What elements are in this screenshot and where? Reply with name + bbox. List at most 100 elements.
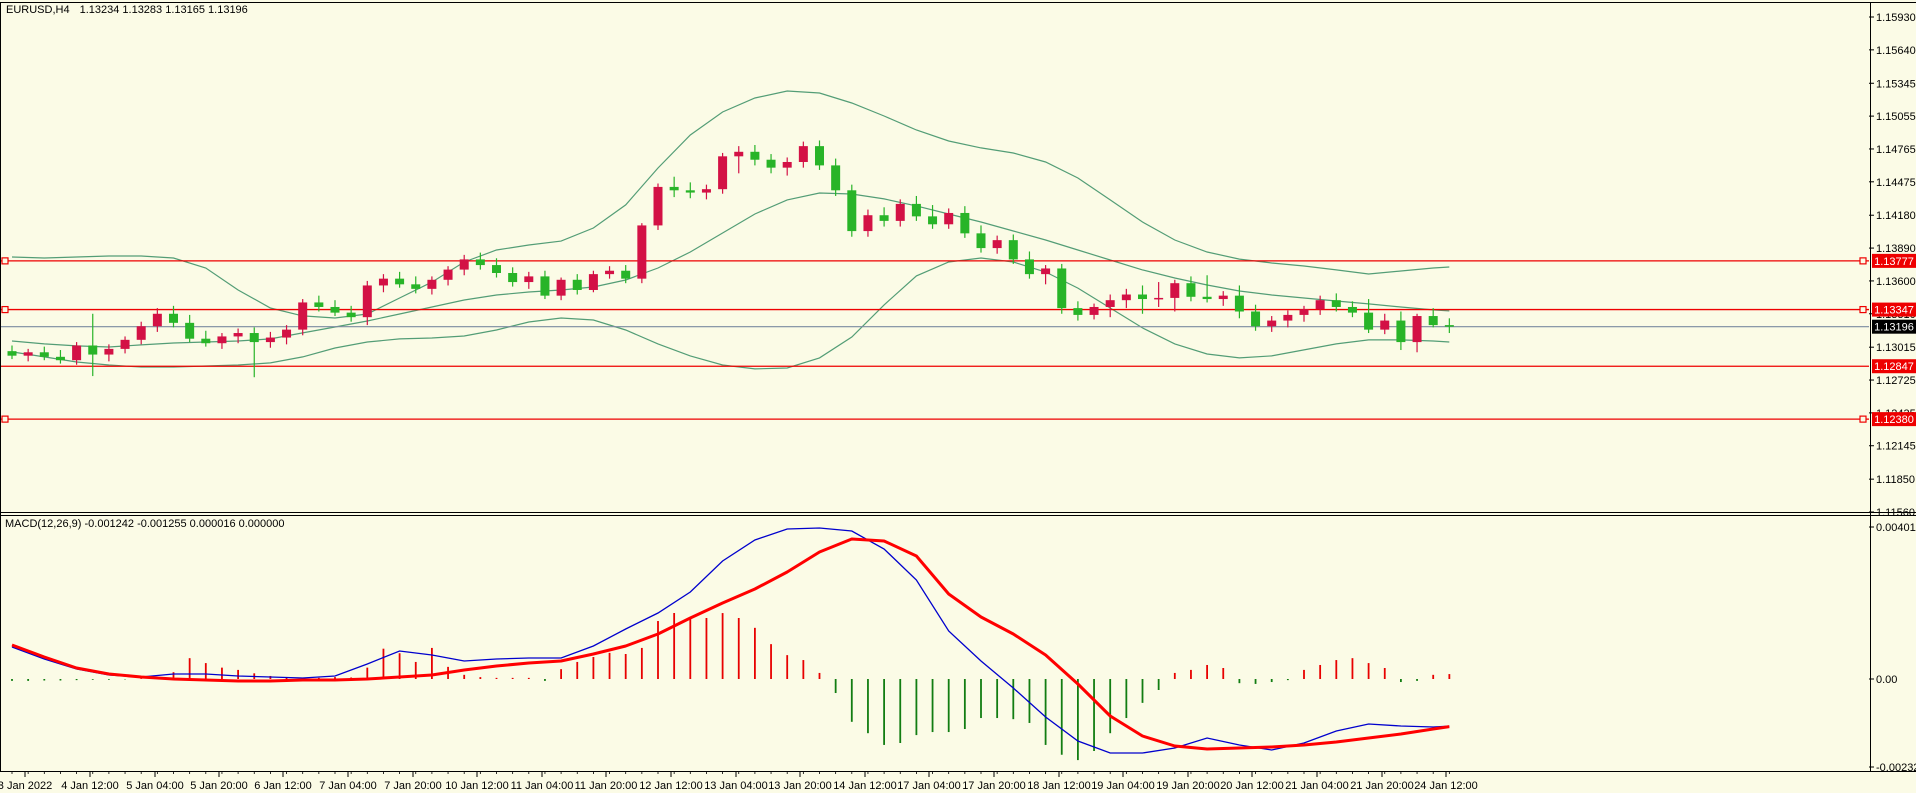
- time-tick-label: 17 Jan 20:00: [962, 780, 1026, 792]
- bollinger-upper-band: [11, 90, 1450, 319]
- time-tick-label: 21 Jan 20:00: [1350, 780, 1414, 792]
- macd-axis[interactable]: 0.004011 0.00 -0.002322: [1869, 522, 1916, 774]
- candle-body: [282, 329, 292, 338]
- time-tick-label: 4 Jan 12:00: [61, 780, 119, 792]
- time-tick-label: 18 Jan 12:00: [1027, 780, 1091, 792]
- candle-body: [572, 279, 582, 290]
- candle-body: [395, 278, 405, 285]
- time-tick-label: 19 Jan 20:00: [1156, 780, 1220, 792]
- candle-body: [540, 276, 550, 296]
- time-tick-label: 13 Jan 20:00: [768, 780, 832, 792]
- candle-body: [1380, 320, 1390, 330]
- candles-layer: [7, 140, 1454, 378]
- time-tick-label: 3 Jan 2022: [0, 780, 52, 792]
- candle-body: [55, 356, 65, 361]
- candle-body: [362, 285, 372, 318]
- candle-body: [508, 272, 518, 283]
- macd-pane[interactable]: [11, 527, 1451, 761]
- candle-body: [524, 276, 534, 283]
- candle-body: [798, 146, 808, 162]
- candle-body: [475, 259, 485, 266]
- candle-body: [217, 336, 227, 344]
- candle-body: [911, 203, 921, 217]
- time-tick-label: 5 Jan 04:00: [126, 780, 184, 792]
- candle-body: [1299, 309, 1309, 315]
- price-tick-label: 1.13890: [1876, 243, 1916, 255]
- macd-indicator-header: MACD(12,26,9) -0.001242 -0.001255 0.0000…: [5, 518, 285, 530]
- level-line-right-handle[interactable]: [1859, 257, 1867, 265]
- macd-values: -0.001242 -0.001255 0.000016 0.000000: [84, 518, 285, 530]
- level-price-label: 1.12380: [1874, 414, 1914, 426]
- level-price-label-box: [1872, 412, 1916, 427]
- bollinger-lower-band: [11, 257, 1450, 370]
- candle-body: [492, 265, 501, 273]
- time-tick-label: 19 Jan 04:00: [1091, 780, 1155, 792]
- time-tick-label: 21 Jan 04:00: [1285, 780, 1349, 792]
- level-line-left-handle[interactable]: [1, 305, 9, 314]
- candle-body: [556, 279, 566, 296]
- price-tick-label: 1.15640: [1876, 45, 1916, 57]
- candle-body: [411, 284, 421, 289]
- price-tick-label: 1.15930: [1876, 12, 1916, 24]
- level-line-left-handle[interactable]: [1, 415, 9, 423]
- candle-body: [1251, 311, 1261, 327]
- candle-body: [249, 333, 259, 343]
- candle-body: [330, 306, 340, 313]
- level-line-left-handle[interactable]: [1, 257, 9, 265]
- time-tick-label: 6 Jan 12:00: [254, 780, 312, 792]
- candle-body: [169, 313, 178, 323]
- candle-body: [1073, 308, 1083, 315]
- candle-body: [427, 279, 437, 289]
- candle-body: [1234, 295, 1244, 312]
- candle-body: [863, 215, 873, 232]
- candle-body: [1008, 240, 1018, 260]
- pane-borders: [0, 2, 1916, 772]
- current-price-label: 1.13196: [1874, 322, 1914, 334]
- candle-body: [1444, 325, 1454, 327]
- price-tick-label: 1.14765: [1876, 144, 1916, 156]
- time-tick-label: 12 Jan 12:00: [639, 780, 703, 792]
- candle-body: [1170, 283, 1180, 298]
- candle-body: [960, 212, 970, 234]
- price-tick-label: 1.15345: [1876, 78, 1916, 90]
- price-axis[interactable]: 1.15930 1.15640 1.15345 1.15055 1.14765 1.144…: [1869, 12, 1916, 519]
- candle-body: [1105, 300, 1115, 307]
- macd-signal-line: [11, 537, 1450, 751]
- time-tick-label: 10 Jan 12:00: [445, 780, 509, 792]
- candle-body: [1154, 297, 1164, 300]
- candle-body: [782, 161, 792, 168]
- time-tick-label: 11 Jan 04:00: [511, 780, 574, 792]
- candle-body: [265, 337, 275, 343]
- candle-body: [23, 352, 33, 356]
- candle-body: [1218, 295, 1228, 300]
- candle-body: [1412, 316, 1422, 343]
- candle-body: [605, 270, 615, 275]
- candle-body: [1202, 296, 1212, 300]
- candle-body: [7, 351, 17, 356]
- candle-body: [1428, 316, 1438, 326]
- level-price-label-box: [1872, 359, 1916, 374]
- candle-body: [233, 333, 243, 337]
- time-tick-label: 5 Jan 20:00: [190, 780, 248, 792]
- level-lines-layer: [0, 257, 1869, 423]
- price-tick-label: 1.15055: [1876, 111, 1916, 123]
- symbol-quote-header: EURUSD,H4 1.13234 1.13283 1.13165 1.13196: [6, 4, 248, 16]
- candle-body: [72, 345, 82, 361]
- candle-body: [588, 274, 598, 290]
- macd-tick-label: -0.002322: [1876, 762, 1916, 774]
- level-price-label-box: [1872, 253, 1916, 268]
- price-tick-label: 1.14180: [1876, 210, 1916, 222]
- candle-body: [766, 159, 776, 168]
- level-line-right-handle[interactable]: [1859, 305, 1867, 314]
- candle-body: [88, 345, 98, 355]
- candle-body: [1024, 259, 1034, 275]
- level-line-right-handle[interactable]: [1859, 415, 1867, 423]
- candle-body: [136, 326, 146, 340]
- time-axis[interactable]: 3 Jan 2022 4 Jan 12:00 5 Jan 04:00 5 Jan 20…: [0, 771, 1478, 792]
- price-tick-label: 1.13600: [1876, 276, 1916, 288]
- candle-body: [750, 151, 760, 160]
- candle-body: [669, 186, 679, 191]
- candle-body: [701, 189, 711, 193]
- candle-body: [637, 225, 647, 279]
